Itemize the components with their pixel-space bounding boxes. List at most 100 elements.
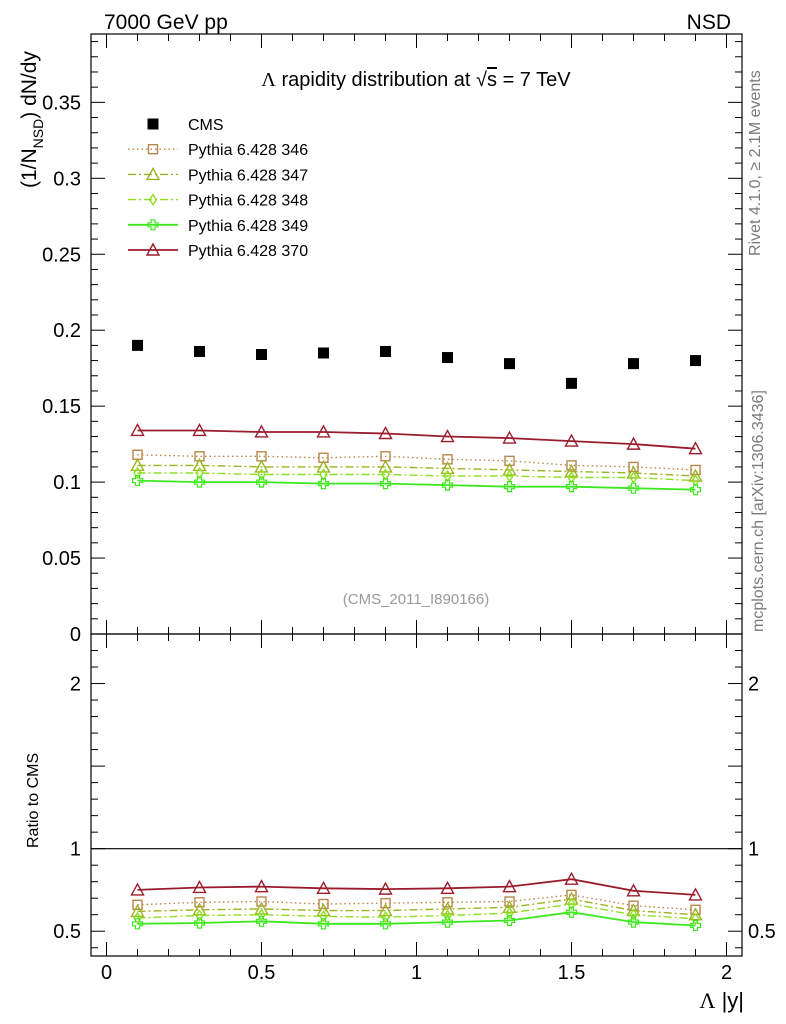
main-series-3-point-3 <box>319 468 328 481</box>
main-series-2-point-1 <box>192 457 207 472</box>
ratio-y-label: Ratio to CMS <box>25 753 42 848</box>
x-tick-label: 0.5 <box>248 962 276 984</box>
ratio-series-3-point-5 <box>441 916 454 928</box>
main-series-3-point-5 <box>443 469 452 483</box>
main-series-2-point-2 <box>254 459 269 473</box>
ratio-series-line-4 <box>137 878 696 896</box>
main-y-tick-label: 0.05 <box>42 548 81 570</box>
main-series-1 <box>132 449 701 476</box>
ratio-series-2 <box>133 897 700 926</box>
ratio-series-0 <box>132 889 701 915</box>
main-y-tick-labels: 0 0.05 0.1 0.15 0.2 0.25 0.3 0.35 <box>42 92 81 646</box>
main-data-layer <box>130 339 703 496</box>
main-series-4-point-2 <box>255 476 268 488</box>
main-series-2-point-3 <box>316 459 331 473</box>
ratio-series-0-point-6 <box>504 896 515 907</box>
main-series-3 <box>133 466 700 487</box>
main-series-0-point-0 <box>132 339 143 351</box>
ratio-series-1-point-5 <box>440 901 455 915</box>
main-series-0-point-1 <box>194 345 205 357</box>
main-series-0-point-8 <box>628 358 639 370</box>
main-series-line-3 <box>137 472 696 482</box>
legend-item: Pythia 6.428 349 <box>128 218 308 235</box>
main-series-4-point-7 <box>565 481 578 493</box>
main-series-1-point-0 <box>132 449 143 460</box>
main-series-5-point-7 <box>564 433 579 447</box>
ratio-series-0-point-4 <box>380 897 391 909</box>
legend-label: Pythia 6.428 370 <box>188 243 308 260</box>
ratio-series-1-point-0 <box>130 903 145 918</box>
x-tick-label: 1 <box>411 962 422 984</box>
main-series-2 <box>130 457 703 482</box>
main-series-2-point-6 <box>502 462 517 476</box>
main-series-0-point-7 <box>566 377 577 389</box>
ratio-series-4 <box>130 871 703 901</box>
ratio-series-1 <box>130 891 703 921</box>
main-series-5-point-4 <box>378 426 393 440</box>
ratio-series-3-point-4 <box>379 918 392 930</box>
ratio-series-0-point-3 <box>318 898 329 910</box>
main-y-tick-label: 0.3 <box>53 168 81 190</box>
plot-title: Λ rapidity distribution at √s = 7 TeV <box>261 69 571 91</box>
header-right: NSD <box>687 11 731 34</box>
ratio-series-1-point-6 <box>502 899 517 913</box>
ratio-series-4-point-5 <box>440 880 455 894</box>
ratio-series-0-point-0 <box>132 899 143 911</box>
main-series-3-point-9 <box>691 474 700 487</box>
main-series-5-point-0 <box>130 422 145 437</box>
main-series-0-point-2 <box>256 349 267 361</box>
ratio-series-4-point-0 <box>130 882 145 896</box>
ratio-series-3-point-2 <box>255 915 268 927</box>
analysis-tag: (CMS_2011_I890166) <box>343 591 489 608</box>
main-series-4-point-0 <box>131 474 144 487</box>
ratio-series-3 <box>131 906 702 932</box>
ratio-axis-ticks <box>91 634 742 956</box>
title-s: s <box>487 69 497 91</box>
x-label-lambda: Λ <box>700 988 716 1013</box>
main-series-0-point-4 <box>380 345 391 357</box>
ratio-y-tick-label-right: 2 <box>748 674 759 696</box>
ratio-y-tick-label-right: 1 <box>748 839 759 861</box>
ratio-series-4-point-3 <box>316 880 331 894</box>
main-series-3-point-1 <box>195 466 204 480</box>
title-sqrt: √ <box>476 69 487 91</box>
ratio-data-layer <box>130 871 703 932</box>
ratio-series-1-point-4 <box>378 903 393 917</box>
main-series-line-1 <box>137 454 696 471</box>
legend-marker <box>148 193 158 206</box>
ratio-series-3-point-1 <box>193 917 206 929</box>
main-series-3-point-4 <box>381 468 390 481</box>
main-series-4-point-3 <box>317 478 330 490</box>
ratio-series-3-point-9 <box>689 919 702 932</box>
main-series-0-point-5 <box>442 352 453 364</box>
ratio-series-2-point-6 <box>505 906 514 920</box>
ratio-y-tick-label-left: 2 <box>70 674 81 696</box>
ratio-series-2-point-1 <box>195 909 204 922</box>
main-series-4-point-6 <box>503 481 516 493</box>
ratio-series-2-point-4 <box>381 910 390 924</box>
y-label-open: (1/N <box>18 148 41 188</box>
rivet-label: Rivet 4.1.0, ≥ 2.1M events <box>747 70 764 256</box>
ratio-series-4-point-8 <box>626 883 641 897</box>
legend-label: CMS <box>188 117 224 134</box>
mcplots-label: mcplots.cern.ch [arXiv:1306.3436] <box>750 390 767 632</box>
main-series-0-point-6 <box>504 358 515 370</box>
main-series-3-point-6 <box>505 469 514 483</box>
ratio-series-2-point-8 <box>629 908 638 921</box>
ratio-series-2-point-2 <box>257 908 266 921</box>
header-left: 7000 GeV pp <box>104 11 228 34</box>
legend-item: CMS <box>147 117 224 134</box>
main-series-5-point-8 <box>626 436 641 450</box>
legend-item: Pythia 6.428 348 <box>128 193 308 210</box>
ratio-series-0-point-2 <box>256 896 267 907</box>
main-series-5-point-9 <box>688 441 703 455</box>
main-y-tick-label: 0.2 <box>53 320 81 342</box>
main-series-2-point-9 <box>688 468 703 482</box>
ratio-series-4-point-1 <box>192 880 207 894</box>
legend-label: Pythia 6.428 349 <box>188 218 308 235</box>
main-series-2-point-7 <box>564 464 579 478</box>
main-y-tick-label: 0.25 <box>42 244 81 266</box>
ratio-series-1-point-8 <box>626 903 641 917</box>
legend-label: Pythia 6.428 346 <box>188 142 308 159</box>
